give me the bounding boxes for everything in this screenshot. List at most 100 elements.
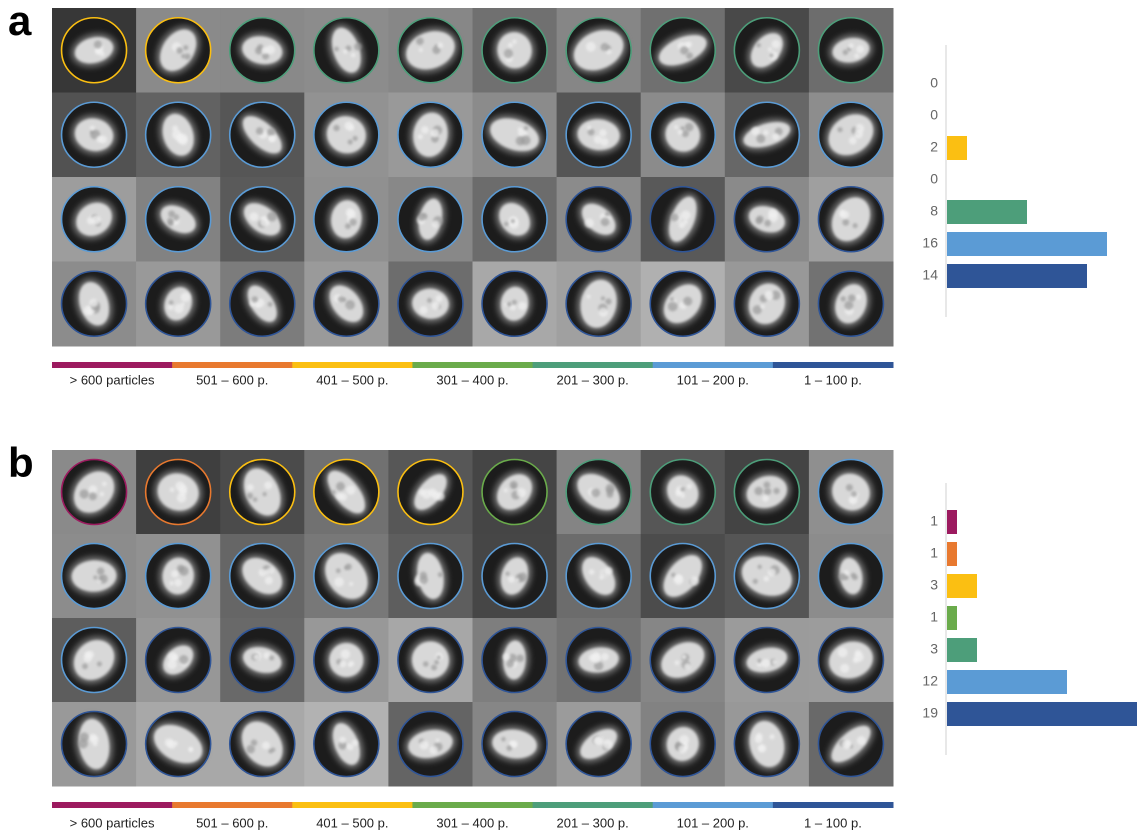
legend-swatch <box>773 802 894 808</box>
particle-texture <box>751 127 760 136</box>
particle-texture <box>685 123 694 132</box>
particle-texture <box>351 53 356 58</box>
particle-texture <box>100 577 104 581</box>
particle-texture <box>600 569 609 578</box>
particle-texture <box>167 304 173 310</box>
particle-texture <box>772 40 781 49</box>
particle-texture <box>757 565 761 569</box>
particle-texture <box>512 484 516 488</box>
bar <box>947 702 1137 726</box>
legend-swatch <box>52 362 173 368</box>
particle-texture <box>850 498 854 502</box>
particle-texture <box>339 660 346 667</box>
particle-texture <box>675 574 683 582</box>
particle-texture <box>169 581 174 586</box>
particle-texture <box>348 140 353 145</box>
value-label: 0 <box>930 171 938 187</box>
legend-label: 101 – 200 p. <box>677 815 749 830</box>
particle-texture <box>336 568 341 573</box>
particle-texture <box>179 655 188 664</box>
particle-texture <box>169 300 173 304</box>
particle-texture <box>167 660 177 670</box>
particle-texture <box>181 292 191 302</box>
bar <box>947 638 977 662</box>
particle-texture <box>756 43 761 48</box>
particle-texture <box>432 302 440 310</box>
particle-texture <box>264 481 272 489</box>
particle-texture <box>511 219 515 223</box>
particle-texture <box>757 659 761 663</box>
particle-texture <box>607 491 614 498</box>
particle-texture <box>589 569 595 575</box>
legend-swatch <box>52 802 173 808</box>
particle-texture <box>339 737 346 744</box>
particle-texture <box>589 654 596 661</box>
particle-texture <box>427 298 432 303</box>
particle-texture <box>431 491 439 499</box>
particle-texture <box>516 488 526 498</box>
particle-texture <box>756 733 762 739</box>
particle-texture <box>764 220 771 227</box>
bar <box>947 200 1027 224</box>
particle-texture <box>261 47 268 54</box>
particle-texture <box>421 126 429 134</box>
particle-texture <box>844 301 853 310</box>
particle-texture <box>504 49 513 58</box>
particle-texture <box>671 573 675 577</box>
value-label: 3 <box>930 577 938 593</box>
legend-swatch <box>172 802 293 808</box>
particle-texture <box>769 53 773 57</box>
particle-texture <box>419 48 423 52</box>
legend-label: 201 – 300 p. <box>556 815 628 830</box>
particle-texture <box>418 213 426 221</box>
particle-texture <box>172 655 178 661</box>
particle-texture <box>97 567 105 575</box>
particle-texture <box>853 223 858 228</box>
particle-texture <box>262 741 270 749</box>
particle-texture <box>504 222 509 227</box>
legend-swatch <box>653 802 774 808</box>
particle-texture <box>503 653 511 661</box>
particle-texture <box>764 291 773 300</box>
particle-texture <box>769 734 774 739</box>
bar <box>947 136 967 160</box>
particle-texture <box>603 740 613 750</box>
particle-texture <box>680 46 689 55</box>
panel-label: b <box>8 439 34 486</box>
value-label: 0 <box>930 75 938 91</box>
particle-texture <box>188 747 193 752</box>
particle-texture <box>679 735 689 745</box>
particle-texture <box>436 295 443 302</box>
particle-texture <box>587 125 592 130</box>
particle-texture <box>432 220 439 227</box>
particle-texture <box>269 136 275 142</box>
particle-texture <box>82 663 88 669</box>
particle-texture <box>772 133 779 140</box>
particle-texture <box>601 296 605 300</box>
particle-texture <box>512 300 517 305</box>
particle-texture <box>601 217 610 226</box>
particle-texture <box>100 492 105 497</box>
particle-texture <box>247 493 253 499</box>
particle-texture <box>349 218 356 225</box>
particle-texture <box>334 47 339 52</box>
particle-texture <box>768 209 777 218</box>
particle-texture <box>80 732 89 741</box>
particle-texture <box>349 582 353 586</box>
figure: a> 600 particles501 – 600 p.401 – 500 p.… <box>0 0 1138 832</box>
particle-texture <box>416 37 424 45</box>
particle-texture <box>246 745 255 754</box>
particle-texture <box>684 663 691 670</box>
particle-texture <box>179 566 188 575</box>
particle-texture <box>599 129 607 137</box>
value-label: 2 <box>930 139 938 155</box>
particle-texture <box>268 302 273 307</box>
particle-texture <box>680 493 685 498</box>
particle-texture <box>764 576 770 582</box>
particle-texture <box>174 579 182 587</box>
particle-texture <box>601 43 609 51</box>
bar <box>947 264 1087 288</box>
particle-texture <box>674 125 678 129</box>
class-grid <box>52 450 894 787</box>
legend-swatch <box>533 802 654 808</box>
